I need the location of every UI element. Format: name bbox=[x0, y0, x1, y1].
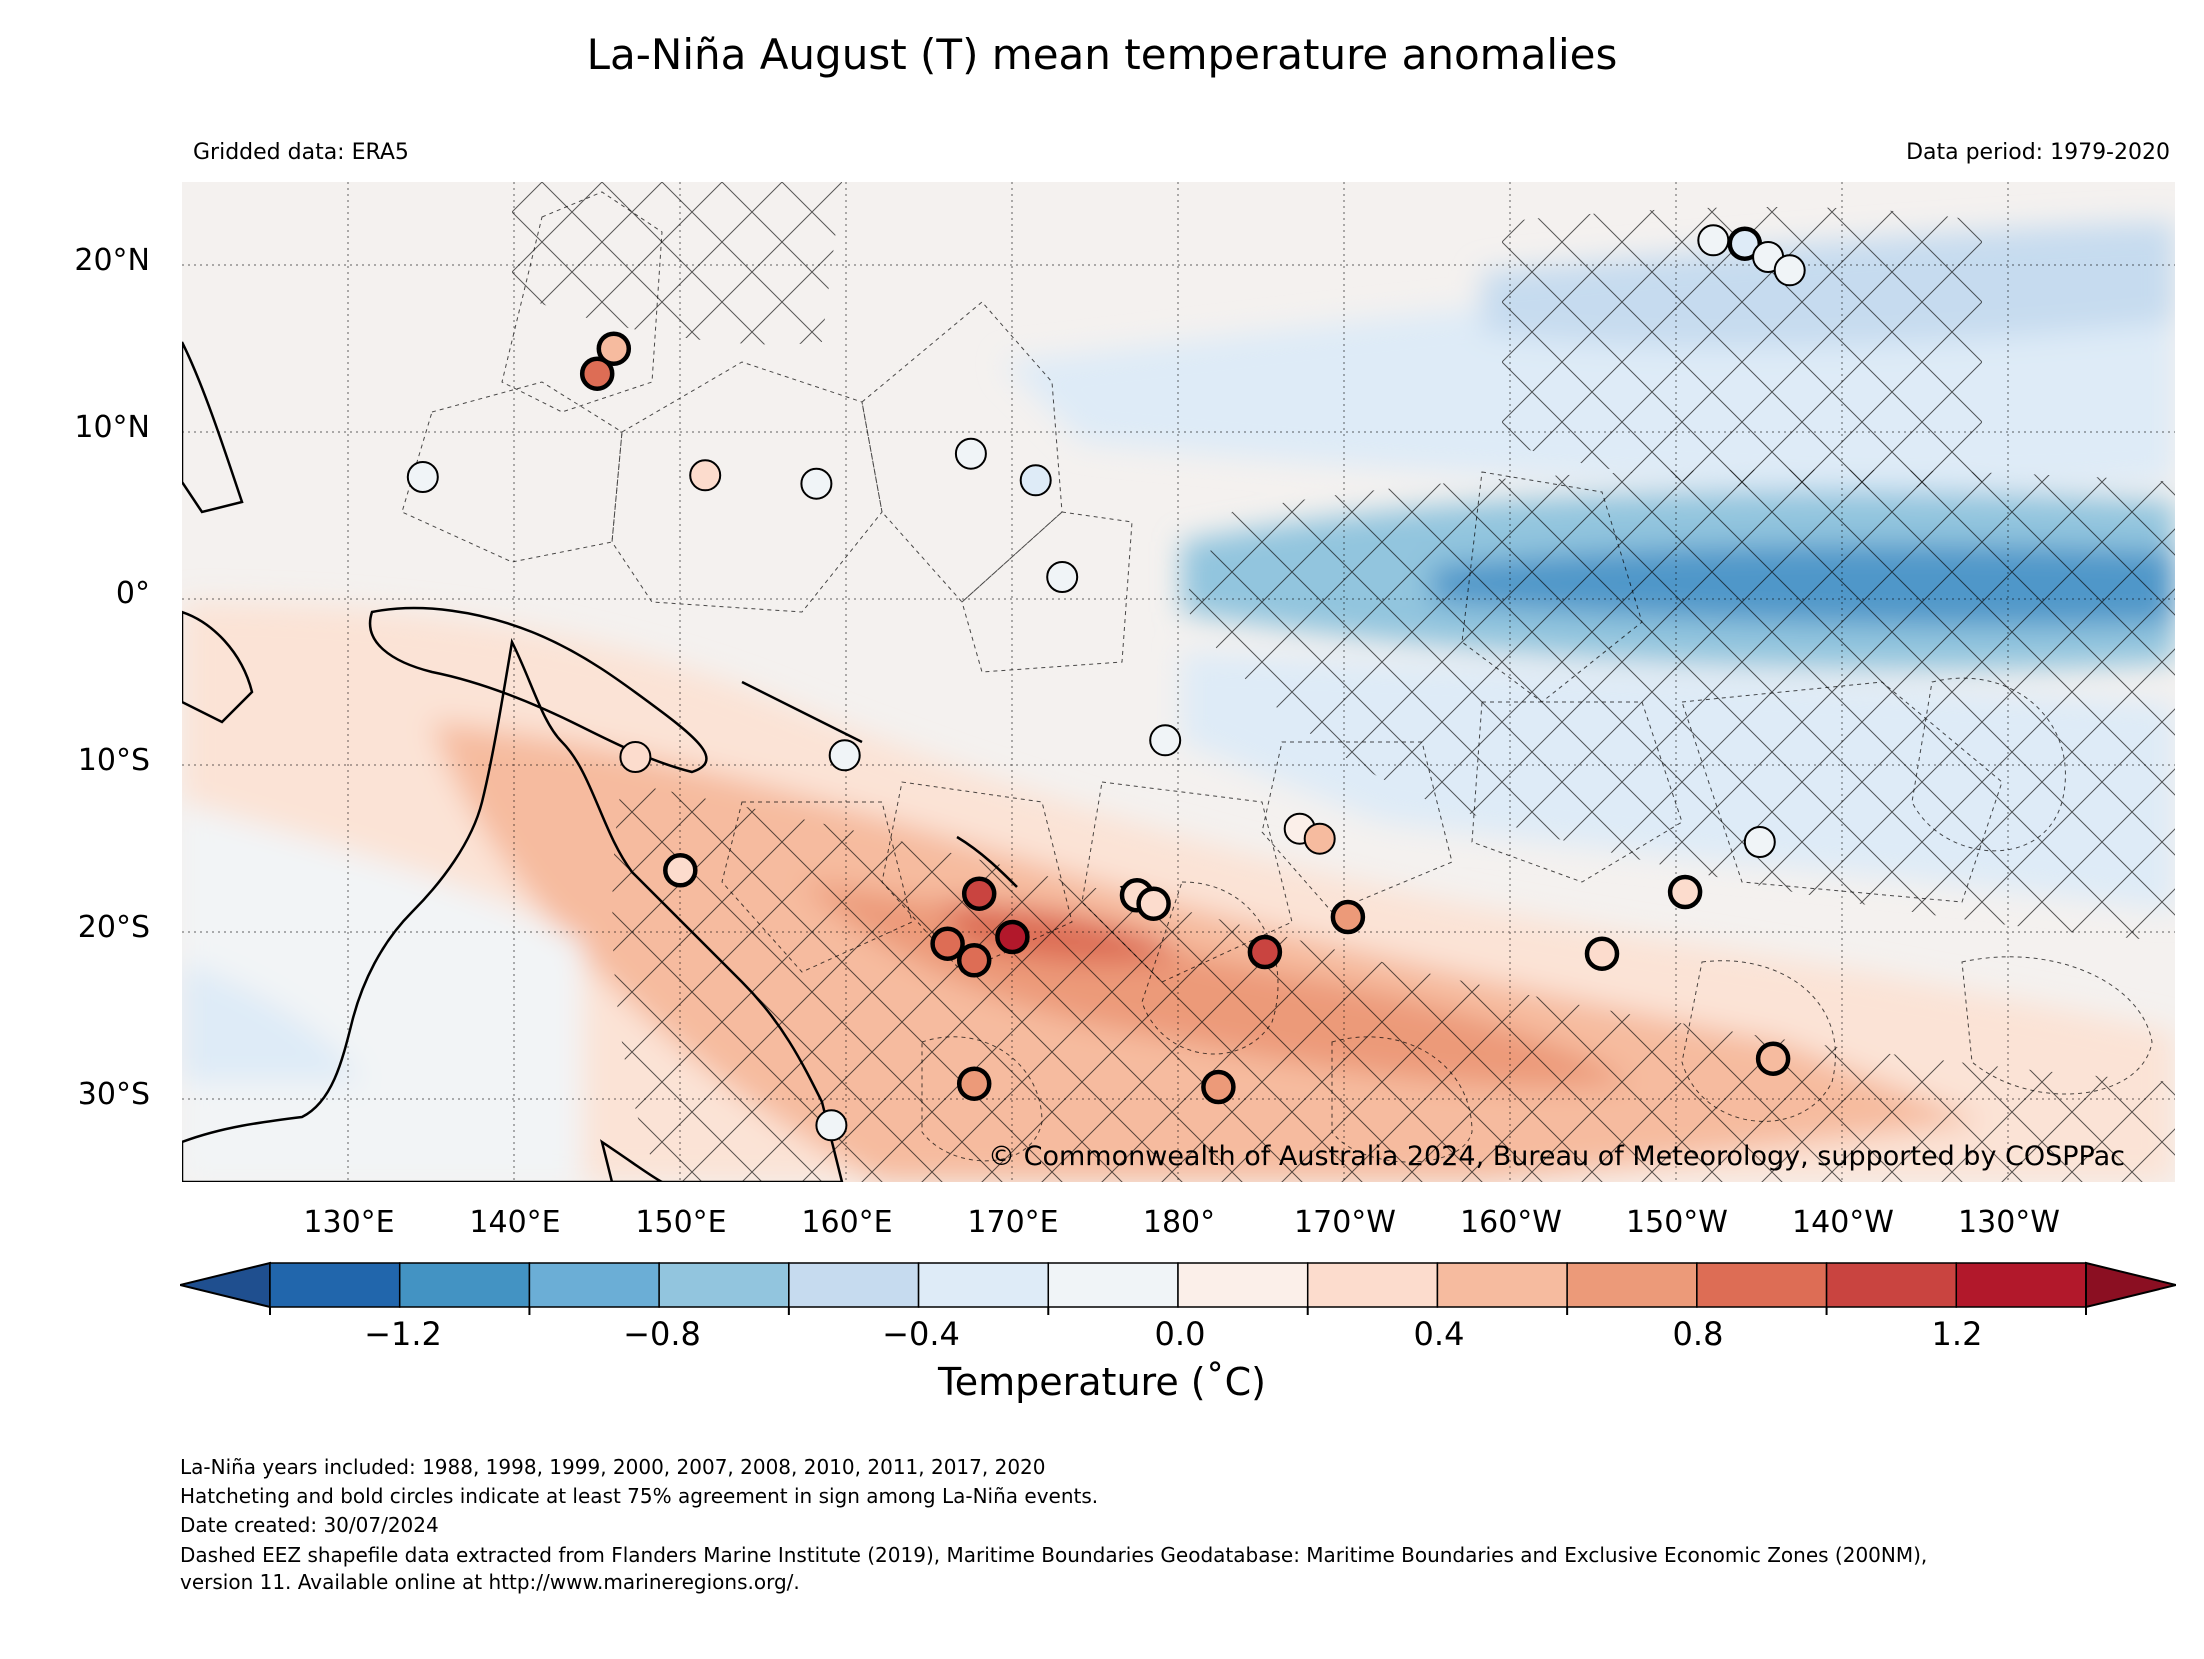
colorbar-under-arrow bbox=[180, 1261, 271, 1309]
lat-label-10s: 10°S bbox=[77, 743, 150, 778]
station-marker bbox=[1773, 254, 1806, 287]
colorbar-segment bbox=[1566, 1262, 1698, 1308]
lon-label-130w: 130°W bbox=[1958, 1205, 2060, 1240]
station-marker bbox=[956, 1066, 992, 1101]
colorbar-segment bbox=[1436, 1262, 1568, 1308]
station-marker bbox=[689, 459, 722, 492]
note-hatching: Hatcheting and bold circles indicate at … bbox=[180, 1484, 1099, 1508]
station-marker bbox=[1149, 724, 1182, 757]
gridded-data-label: Gridded data: ERA5 bbox=[193, 140, 409, 165]
note-years: La-Niña years included: 1988, 1998, 1999… bbox=[180, 1455, 1046, 1479]
lon-label-170e: 170°E bbox=[967, 1205, 1059, 1240]
colorbar-segment bbox=[528, 1262, 660, 1308]
station-marker bbox=[406, 461, 439, 493]
station-marker bbox=[1303, 822, 1336, 855]
colorbar-over-arrow bbox=[2085, 1261, 2176, 1309]
station-marker bbox=[1136, 886, 1171, 921]
lon-label-150w: 150°W bbox=[1626, 1205, 1728, 1240]
map-title: La-Niña August (T) mean temperature anom… bbox=[586, 30, 1618, 79]
station-marker bbox=[1019, 464, 1052, 497]
lon-label-130e: 130°E bbox=[303, 1205, 395, 1240]
station-marker bbox=[815, 1109, 848, 1142]
station-marker bbox=[930, 926, 965, 961]
station-marker bbox=[954, 437, 987, 470]
station-marker bbox=[1247, 934, 1283, 970]
station-marker bbox=[828, 739, 861, 772]
lat-label-10n: 10°N bbox=[74, 410, 150, 445]
station-marker bbox=[1667, 874, 1703, 910]
colorbar-segment bbox=[1825, 1262, 1958, 1308]
colorbar bbox=[180, 1261, 2176, 1315]
colorbar-segment bbox=[1306, 1262, 1439, 1308]
station-marker bbox=[1697, 224, 1730, 257]
colorbar-segment bbox=[1696, 1262, 1828, 1308]
station-marker bbox=[995, 919, 1030, 955]
note-eez-line2: version 11. Available online at http://w… bbox=[180, 1570, 800, 1594]
station-marker bbox=[1755, 1041, 1791, 1076]
colorbar-segment bbox=[917, 1262, 1050, 1308]
lat-label-0: 0° bbox=[115, 576, 150, 611]
lat-label-30s: 30°S bbox=[77, 1077, 150, 1112]
colorbar-tick-label: 0.4 bbox=[1413, 1315, 1465, 1353]
data-period-label: Data period: 1979-2020 bbox=[1906, 140, 2170, 165]
lat-label-20n: 20°N bbox=[74, 243, 150, 278]
lon-label-150e: 150°E bbox=[635, 1205, 727, 1240]
colorbar-segment bbox=[1047, 1262, 1179, 1308]
station-marker bbox=[956, 943, 992, 978]
lon-label-160e: 160°E bbox=[801, 1205, 893, 1240]
station-marker bbox=[579, 356, 615, 391]
colorbar-tick-label: −0.8 bbox=[623, 1315, 701, 1353]
colorbar-tick-label: 0.8 bbox=[1672, 1315, 1724, 1353]
colorbar-segment bbox=[658, 1262, 790, 1308]
coastlines bbox=[182, 341, 1143, 1182]
station-marker bbox=[1584, 936, 1620, 971]
colorbar-title: Temperature (˚C) bbox=[938, 1360, 1266, 1404]
colorbar-tick-label: −1.2 bbox=[364, 1315, 442, 1353]
station-marker bbox=[596, 331, 632, 366]
note-date: Date created: 30/07/2024 bbox=[180, 1513, 439, 1537]
eez-boundaries bbox=[401, 191, 2153, 1163]
colorbar-segment bbox=[269, 1262, 401, 1308]
anomaly-map bbox=[182, 182, 2175, 1182]
lon-label-140w: 140°W bbox=[1792, 1205, 1894, 1240]
colorbar-segment bbox=[1177, 1262, 1309, 1308]
colorbar-tick-label: 0.0 bbox=[1154, 1315, 1206, 1353]
station-markers bbox=[406, 224, 1806, 1142]
lon-label-180: 180° bbox=[1142, 1205, 1216, 1240]
station-marker bbox=[800, 467, 833, 500]
lon-label-170w: 170°W bbox=[1294, 1205, 1396, 1240]
note-eez-line1: Dashed EEZ shapefile data extracted from… bbox=[180, 1543, 1928, 1567]
lon-label-140e: 140°E bbox=[469, 1205, 561, 1240]
map-panel: © Commonwealth of Australia 2024, Bureau… bbox=[182, 182, 2175, 1182]
lon-label-160w: 160°W bbox=[1460, 1205, 1562, 1240]
colorbar-segment bbox=[788, 1262, 920, 1308]
station-marker bbox=[1330, 899, 1366, 935]
station-marker bbox=[663, 853, 698, 888]
station-marker bbox=[1743, 826, 1776, 858]
colorbar-segment bbox=[398, 1262, 531, 1308]
station-marker bbox=[1046, 561, 1079, 593]
colorbar-segment bbox=[1955, 1262, 2087, 1308]
colorbar-tick-label: 1.2 bbox=[1931, 1315, 1983, 1353]
station-marker bbox=[961, 876, 997, 911]
hatching bbox=[512, 182, 2175, 1182]
station-marker bbox=[1201, 1069, 1236, 1105]
graticule bbox=[182, 182, 2175, 1182]
copyright-notice: © Commonwealth of Australia 2024, Bureau… bbox=[988, 1141, 2125, 1172]
station-marker bbox=[619, 741, 652, 773]
lat-label-20s: 20°S bbox=[77, 910, 150, 945]
colorbar-tick-label: −0.4 bbox=[882, 1315, 960, 1353]
colorbar-segments bbox=[180, 1261, 2176, 1315]
